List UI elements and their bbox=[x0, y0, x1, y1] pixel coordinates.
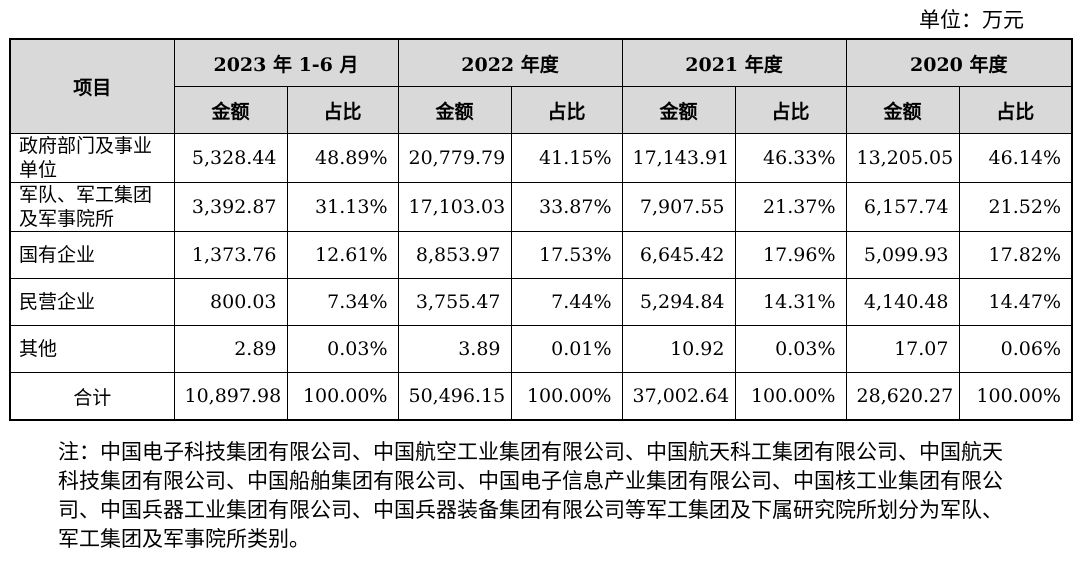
amount-cell: 8,853.97 bbox=[397, 231, 512, 279]
ratio-cell: 14.31% bbox=[734, 278, 847, 326]
ratio-cell: 17.96% bbox=[734, 231, 847, 279]
period-header: 2020 年度 bbox=[845, 38, 1073, 87]
period-header: 2021 年度 bbox=[621, 38, 847, 87]
header-row-metrics: 金额 占比 金额 占比 金额 占比 金额 占比 bbox=[10, 86, 1073, 134]
total-amount-cell: 10,897.98 bbox=[173, 372, 288, 421]
period-header: 2023 年 1-6 月 bbox=[173, 38, 399, 87]
ratio-header: 占比 bbox=[286, 86, 399, 134]
total-ratio-cell: 100.00% bbox=[510, 372, 623, 421]
total-row: 合计 10,897.98 100.00% 50,496.15 100.00% 3… bbox=[9, 372, 1073, 421]
total-label: 合计 bbox=[9, 372, 175, 421]
amount-cell: 10.92 bbox=[621, 325, 736, 373]
ratio-cell: 7.44% bbox=[510, 278, 623, 326]
amount-cell: 5,099.93 bbox=[845, 231, 960, 279]
period-header: 2022 年度 bbox=[397, 38, 623, 87]
total-amount-cell: 50,496.15 bbox=[397, 372, 512, 421]
amount-header: 金额 bbox=[845, 86, 960, 134]
ratio-cell: 0.03% bbox=[286, 325, 399, 373]
ratio-cell: 0.03% bbox=[734, 325, 847, 373]
ratio-cell: 17.82% bbox=[958, 231, 1073, 279]
amount-cell: 4,140.48 bbox=[845, 278, 960, 326]
header-row-periods: 项目 2023 年 1-6 月 2022 年度 2021 年度 2020 年度 bbox=[9, 38, 1073, 134]
ratio-cell: 33.87% bbox=[510, 182, 623, 232]
ratio-header: 占比 bbox=[958, 86, 1073, 134]
amount-cell: 20,779.79 bbox=[397, 133, 512, 183]
ratio-header: 占比 bbox=[510, 86, 623, 134]
table-row: 国有企业 1,373.76 12.61% 8,853.97 17.53% 6,6… bbox=[9, 231, 1073, 279]
ratio-cell: 12.61% bbox=[286, 231, 399, 279]
ratio-cell: 17.53% bbox=[510, 231, 623, 279]
amount-cell: 17.07 bbox=[845, 325, 960, 373]
row-category: 其他 bbox=[9, 325, 175, 373]
row-category: 政府部门及事业单位 bbox=[9, 133, 175, 183]
amount-cell: 17,143.91 bbox=[621, 133, 736, 183]
amount-cell: 1,373.76 bbox=[173, 231, 288, 279]
amount-cell: 6,645.42 bbox=[621, 231, 736, 279]
amount-cell: 3,755.47 bbox=[397, 278, 512, 326]
total-ratio-cell: 100.00% bbox=[734, 372, 847, 421]
row-category: 民营企业 bbox=[9, 278, 175, 326]
amount-cell: 3,392.87 bbox=[173, 182, 288, 232]
amount-header: 金额 bbox=[173, 86, 288, 134]
amount-cell: 7,907.55 bbox=[621, 182, 736, 232]
total-amount-cell: 28,620.27 bbox=[845, 372, 960, 421]
amount-cell: 13,205.05 bbox=[845, 133, 960, 183]
table-row: 军队、军工集团及军事院所 3,392.87 31.13% 17,103.03 3… bbox=[9, 182, 1073, 232]
total-ratio-cell: 100.00% bbox=[286, 372, 399, 421]
amount-cell: 3.89 bbox=[397, 325, 512, 373]
amount-header: 金额 bbox=[397, 86, 512, 134]
footnote: 注：中国电子科技集团有限公司、中国航空工业集团有限公司、中国航天科工集团有限公司… bbox=[58, 440, 1003, 551]
ratio-cell: 21.37% bbox=[734, 182, 847, 232]
ratio-cell: 21.52% bbox=[958, 182, 1073, 232]
ratio-cell: 46.14% bbox=[958, 133, 1073, 183]
row-category: 国有企业 bbox=[9, 231, 175, 279]
total-ratio-cell: 100.00% bbox=[958, 372, 1073, 421]
amount-cell: 5,294.84 bbox=[621, 278, 736, 326]
table-row: 政府部门及事业单位 5,328.44 48.89% 20,779.79 41.1… bbox=[9, 133, 1073, 183]
ratio-cell: 14.47% bbox=[958, 278, 1073, 326]
ratio-cell: 46.33% bbox=[734, 133, 847, 183]
ratio-cell: 0.01% bbox=[510, 325, 623, 373]
ratio-cell: 31.13% bbox=[286, 182, 399, 232]
amount-cell: 800.03 bbox=[173, 278, 288, 326]
unit-label: 单位：万元 bbox=[919, 8, 1024, 32]
item-header: 项目 bbox=[9, 38, 175, 134]
ratio-cell: 7.34% bbox=[286, 278, 399, 326]
total-amount-cell: 37,002.64 bbox=[621, 372, 736, 421]
ratio-cell: 41.15% bbox=[510, 133, 623, 183]
amount-cell: 2.89 bbox=[173, 325, 288, 373]
amount-cell: 5,328.44 bbox=[173, 133, 288, 183]
row-category: 军队、军工集团及军事院所 bbox=[9, 182, 175, 232]
ratio-header: 占比 bbox=[734, 86, 847, 134]
ratio-cell: 0.06% bbox=[958, 325, 1073, 373]
amount-header: 金额 bbox=[621, 86, 736, 134]
amount-cell: 17,103.03 bbox=[397, 182, 512, 232]
amount-cell: 6,157.74 bbox=[845, 182, 960, 232]
revenue-by-customer-table: 项目 2023 年 1-6 月 2022 年度 2021 年度 2020 年度 … bbox=[9, 38, 1073, 421]
ratio-cell: 48.89% bbox=[286, 133, 399, 183]
table-row: 民营企业 800.03 7.34% 3,755.47 7.44% 5,294.8… bbox=[9, 278, 1073, 326]
table-row: 其他 2.89 0.03% 3.89 0.01% 10.92 0.03% 17.… bbox=[9, 325, 1073, 373]
